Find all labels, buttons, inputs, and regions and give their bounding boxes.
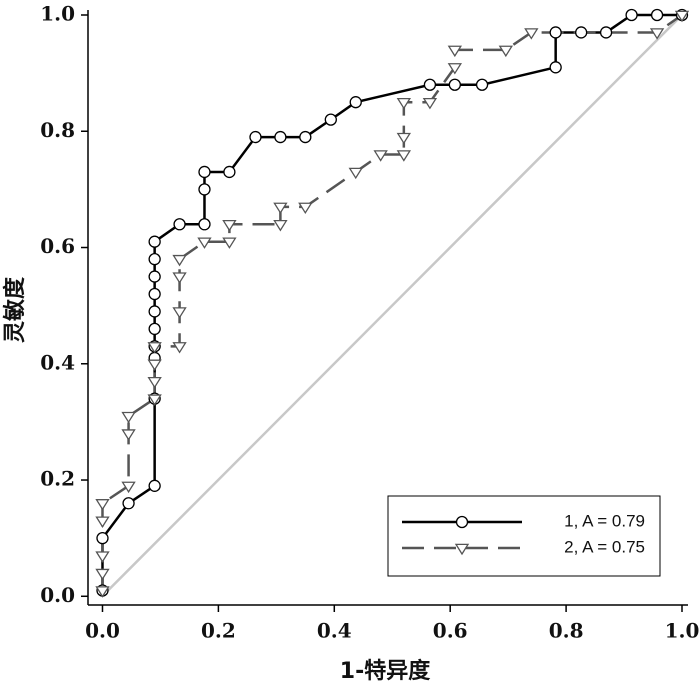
data-point — [599, 26, 613, 39]
data-point — [172, 254, 187, 267]
x-tick-label: 0.4 — [317, 619, 352, 643]
data-point — [447, 63, 463, 75]
data-point — [148, 252, 161, 266]
data-point — [223, 165, 236, 179]
x-tick-label: 0.0 — [85, 619, 120, 643]
data-point — [625, 8, 638, 22]
data-point — [373, 150, 388, 162]
data-point — [147, 342, 162, 354]
data-point — [348, 167, 363, 180]
data-point — [95, 568, 110, 581]
data-point — [172, 307, 187, 319]
data-point — [148, 270, 161, 283]
data-point — [222, 220, 237, 232]
y-tick-label: 0.2 — [40, 467, 75, 491]
data-point — [475, 78, 489, 91]
data-point — [396, 97, 412, 110]
data-point — [498, 45, 514, 58]
data-point — [95, 586, 110, 598]
data-point — [198, 218, 211, 231]
data-point — [222, 237, 237, 249]
data-point — [274, 130, 287, 144]
data-point — [172, 342, 187, 354]
data-point — [121, 481, 136, 494]
series-line — [101, 13, 683, 591]
x-tick-label: 0.2 — [201, 619, 236, 643]
y-axis-title: 灵敏度 — [2, 276, 28, 343]
data-point — [122, 497, 135, 510]
x-tick-label: 0.8 — [549, 619, 584, 643]
y-tick-label: 0.6 — [40, 234, 75, 258]
data-point — [674, 10, 690, 23]
data-point — [147, 359, 162, 371]
data-point — [549, 61, 562, 74]
legend-label: 2, A = 0.75 — [564, 537, 645, 556]
data-point — [298, 202, 313, 215]
data-point — [148, 235, 161, 248]
data-point — [422, 97, 438, 110]
data-point — [95, 516, 110, 528]
data-point — [349, 96, 362, 109]
data-point — [299, 130, 312, 144]
data-point — [447, 45, 463, 58]
data-point — [172, 272, 187, 284]
y-tick-label: 0.8 — [40, 118, 75, 142]
data-point — [448, 78, 461, 91]
y-tick-label: 0.0 — [40, 583, 75, 607]
data-point — [650, 8, 664, 22]
legend-marker — [455, 515, 469, 529]
reference-line — [101, 14, 683, 597]
data-point — [121, 411, 136, 424]
x-tick-label: 0.6 — [433, 619, 468, 643]
data-point — [147, 376, 162, 389]
data-point — [198, 183, 211, 196]
legend-label: 1, A = 0.79 — [564, 511, 645, 530]
data-point — [96, 532, 109, 545]
data-point — [396, 150, 412, 162]
data-point — [197, 237, 212, 249]
data-point — [549, 26, 562, 39]
data-point — [649, 28, 665, 40]
data-point — [148, 479, 161, 492]
y-tick-label: 1.0 — [40, 2, 75, 26]
data-point — [121, 429, 136, 441]
data-point — [148, 287, 161, 301]
data-point — [148, 322, 161, 336]
data-point — [324, 113, 337, 126]
data-point — [147, 394, 162, 406]
data-point — [198, 165, 211, 179]
data-point — [524, 28, 539, 40]
legend-box — [387, 495, 661, 577]
data-point — [249, 130, 262, 144]
data-point — [148, 305, 161, 318]
legend: 1, A = 0.79 2, A = 0.75 — [387, 495, 661, 577]
data-point — [575, 26, 588, 39]
data-point — [173, 218, 186, 231]
data-point — [273, 220, 288, 232]
y-tick-label: 0.4 — [40, 350, 75, 374]
legend-marker — [454, 543, 470, 556]
data-point — [396, 132, 412, 145]
x-tick-label: 1.0 — [665, 619, 700, 643]
x-axis-title: 1-特异度 — [340, 658, 431, 684]
data-point — [95, 499, 110, 511]
data-point — [95, 551, 110, 563]
data-point — [423, 78, 437, 91]
data-point — [273, 202, 288, 215]
